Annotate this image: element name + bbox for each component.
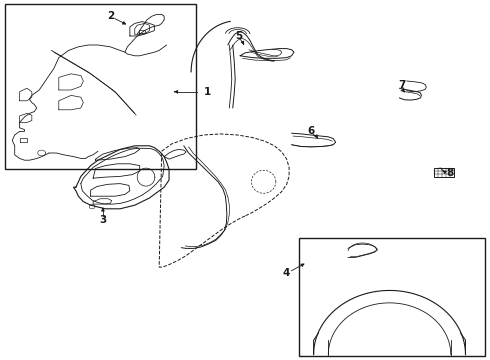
Text: 8: 8 — [446, 168, 453, 178]
Text: 2: 2 — [107, 11, 114, 21]
Text: 4: 4 — [283, 268, 291, 278]
Text: 5: 5 — [236, 31, 243, 41]
Bar — [434, 168, 454, 177]
Text: 3: 3 — [99, 215, 106, 225]
Bar — [5, 4, 196, 169]
Text: 7: 7 — [398, 80, 406, 90]
Bar — [299, 238, 485, 356]
Text: 6: 6 — [308, 126, 315, 136]
Text: 1: 1 — [203, 87, 211, 97]
